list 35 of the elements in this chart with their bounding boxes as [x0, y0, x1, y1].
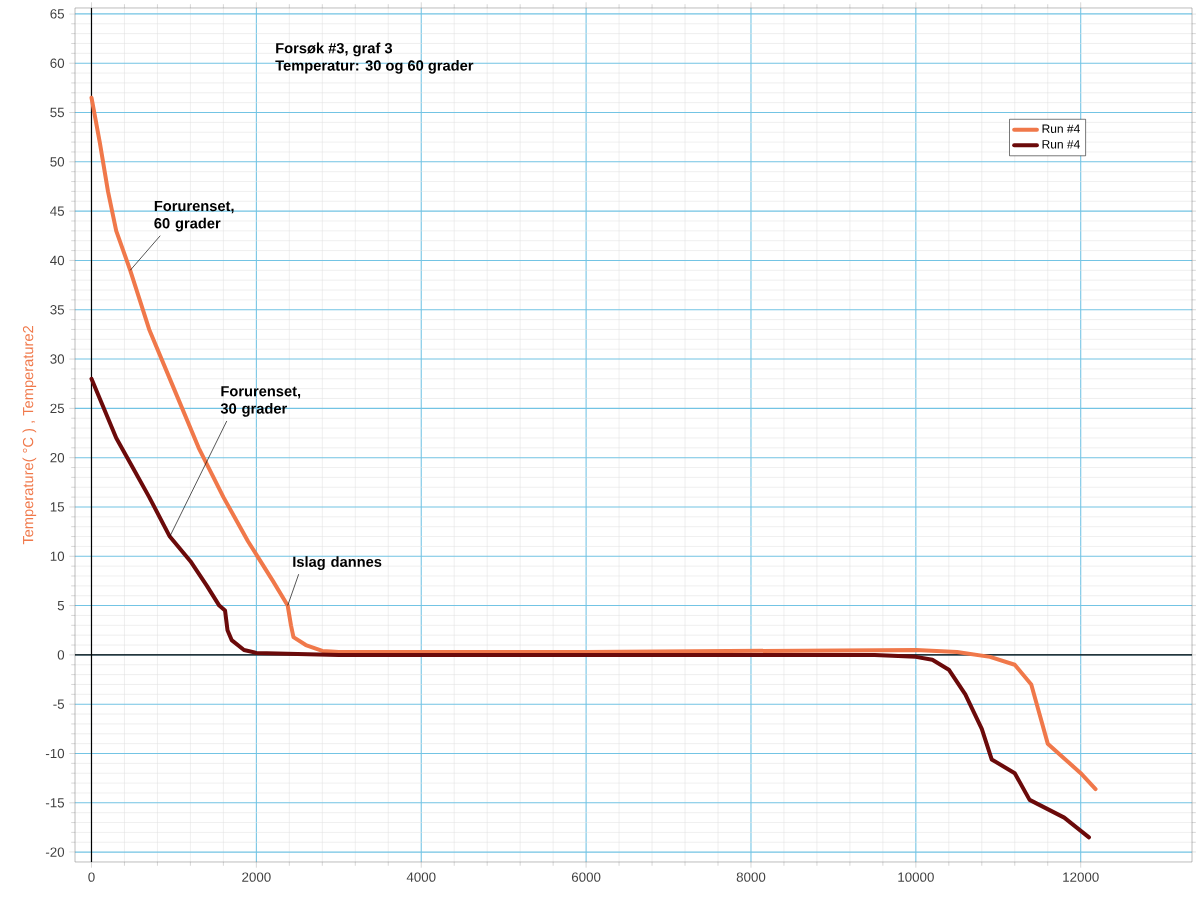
x-tick-label: 10000: [898, 872, 934, 882]
y-tick-label: 40: [50, 255, 65, 266]
y-tick-label: 20: [50, 452, 65, 463]
y-tick-label: 65: [50, 9, 65, 19]
y-tick-label: 35: [50, 305, 65, 315]
annotation: Forurenset, 60 grader: [154, 200, 234, 232]
y-tick-label: 55: [50, 107, 65, 118]
line-series: [89, 95, 1098, 792]
y-tick-label: -5: [53, 699, 65, 709]
x-tick-label: 2000: [242, 872, 271, 882]
y-tick-label: -15: [45, 798, 65, 808]
x-tick-label: 0: [88, 872, 95, 882]
x-tick-label: 8000: [736, 872, 766, 882]
line-series: [89, 376, 1091, 840]
x-tick-label: 12000: [1063, 872, 1099, 882]
y-tick-label: 10: [50, 551, 65, 561]
y-axis-title: Temperature( °C ) , Temperature2: [22, 326, 37, 545]
y-tick-label: 5: [57, 600, 65, 611]
text: Temperatur: 30 og 60 grader: [275, 59, 474, 74]
y-tick-label: 15: [50, 502, 65, 512]
x-tick-label: 4000: [406, 872, 436, 882]
annotation: Islag dannes: [293, 556, 382, 570]
y-tick-label: 25: [50, 403, 65, 414]
annotation: Forurenset, 30 grader: [220, 386, 301, 417]
text: Forsøk #3, graf 3: [276, 42, 393, 57]
y-tick-label: -20: [45, 847, 65, 857]
y-tick-label: 30: [50, 354, 65, 364]
y-tick-label: 60: [50, 58, 65, 68]
y-tick-label: 0: [57, 650, 65, 660]
y-tick-label: 50: [50, 157, 65, 167]
y-tick-label: -10: [45, 748, 65, 759]
legend-label: Run #4: [1042, 124, 1080, 133]
y-tick-label: 45: [50, 206, 65, 216]
x-tick-label: 6000: [571, 872, 601, 882]
legend-label: Run #4: [1042, 140, 1080, 149]
